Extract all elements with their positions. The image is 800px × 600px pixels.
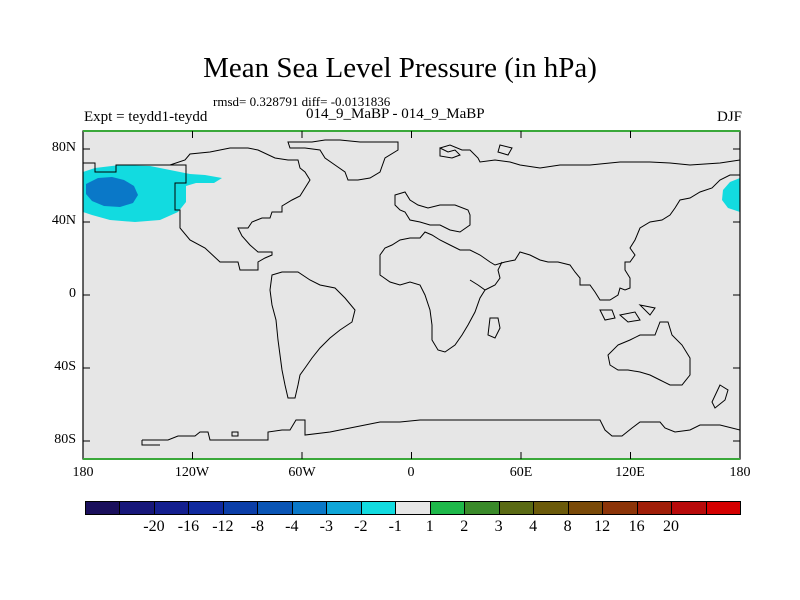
- colorbar-label: -16: [177, 518, 200, 535]
- colorbar-label: 20: [663, 518, 680, 535]
- colorbar-label: 4: [529, 518, 538, 535]
- colorbar-swatch: [602, 501, 638, 515]
- lat-label-0: 0: [69, 286, 76, 301]
- colorbar-swatch: [464, 501, 500, 515]
- colorbar-label: 1: [425, 518, 434, 535]
- new-zealand-coast: [711, 384, 729, 409]
- lon-label-60e: 60E: [509, 465, 533, 480]
- lat-label-80s: 80S: [54, 432, 76, 447]
- lat-label-80n: 80N: [51, 140, 76, 155]
- lon-label-180e: 180: [729, 465, 751, 480]
- colorbar-label: -1: [388, 518, 402, 535]
- madagascar-coast: [487, 317, 501, 339]
- eurasia-coast: [379, 144, 740, 353]
- colorbar-label: 8: [563, 518, 572, 535]
- south-america-coast: [269, 271, 356, 399]
- colorbar-label: -2: [354, 518, 368, 535]
- colorbar-swatch: [291, 501, 328, 515]
- lon-label-120w: 120W: [174, 465, 210, 480]
- anomaly-fields: [83, 165, 740, 222]
- colorbar-label: -3: [319, 518, 333, 535]
- colorbar-swatch: [705, 501, 741, 515]
- colorbar-swatch: [222, 501, 259, 515]
- australia-coast: [607, 321, 691, 386]
- africa-east: [484, 261, 503, 291]
- colorbar-label: -4: [285, 518, 299, 535]
- lon-label-60w: 60W: [288, 465, 316, 480]
- chart-title: Mean Sea Level Pressure (in hPa): [203, 52, 597, 84]
- colorbar-swatch: [636, 501, 673, 515]
- lon-label-0: 0: [407, 465, 415, 480]
- colorbar-swatch: [429, 501, 466, 515]
- colorbar-swatch: [326, 501, 362, 515]
- colorbar-swatch: [567, 501, 604, 515]
- anomaly-east-outer: [722, 178, 740, 212]
- colorbar-label: 16: [628, 518, 645, 535]
- colorbar-label: 3: [494, 518, 503, 535]
- experiment-label: Expt = teydd1-teydd: [84, 109, 208, 125]
- colorbar-swatch: [257, 501, 293, 515]
- colorbar-label: -12: [212, 518, 234, 535]
- colorbar-swatch: [153, 501, 190, 515]
- colorbar-swatch: [498, 501, 535, 515]
- season-label: DJF: [716, 109, 742, 125]
- indonesia-coast: [599, 304, 656, 323]
- anomaly-west-core: [86, 177, 138, 207]
- lat-label-40n: 40N: [51, 213, 76, 228]
- colorbar-swatch: [85, 501, 121, 515]
- coastlines: [83, 139, 740, 446]
- greenland-coast: [287, 139, 399, 181]
- arctic-islands: [439, 144, 513, 159]
- colorbar-swatch: [119, 501, 155, 515]
- colorbar-label: -20: [143, 518, 165, 535]
- colorbar-label: 2: [460, 518, 469, 535]
- axis-ticks: [83, 131, 740, 459]
- plot-background: [83, 131, 740, 459]
- colorbar-swatch: [671, 501, 707, 515]
- lon-label-180w: 180: [72, 465, 94, 480]
- antarctica-coast: [141, 419, 740, 446]
- lon-label-120e: 120E: [615, 465, 645, 480]
- colorbar-swatch: [360, 501, 397, 515]
- north-america-coast: [83, 147, 311, 271]
- colorbar-label: -8: [250, 518, 265, 535]
- colorbar-swatch: [188, 501, 224, 515]
- lat-label-40s: 40S: [54, 359, 76, 374]
- period-subtitle: 014_9_MaBP - 014_9_MaBP: [306, 106, 485, 122]
- rmsd-stats: rmsd= 0.328791 diff= -0.0131836: [213, 94, 391, 109]
- colorbar-swatch: [533, 501, 569, 515]
- colorbar-label: 12: [594, 518, 611, 535]
- colorbar-swatch: [395, 501, 431, 515]
